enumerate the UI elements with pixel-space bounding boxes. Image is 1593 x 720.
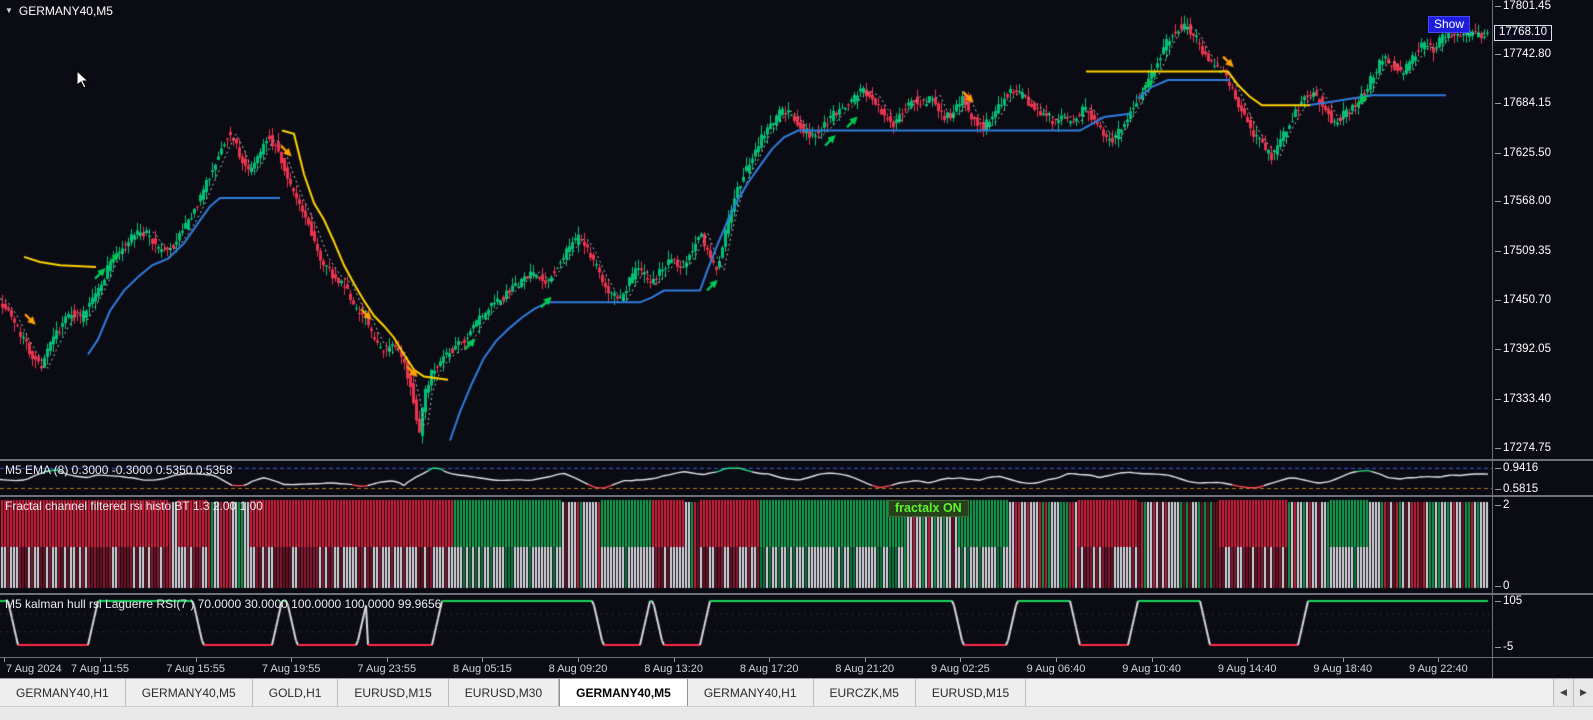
price-scale-label: 17509.35	[1495, 244, 1551, 257]
tab-scroll-left-icon[interactable]: ◀	[1553, 679, 1573, 706]
time-axis-tick	[1438, 658, 1440, 662]
indicator-scale-label: 105	[1494, 595, 1523, 607]
chart-tab[interactable]: GERMANY40,H1	[687, 679, 814, 706]
panel-resize-handle[interactable]	[0, 495, 1593, 497]
fractal-panel-area: Fractal channel filtered rsi histo BT 1.…	[0, 497, 1492, 593]
laguerre-panel-label: M5 kalman hull rsi Laguerre RSI(7 ) 70.0…	[5, 597, 442, 611]
time-axis-tick	[482, 658, 484, 662]
time-axis-label: 8 Aug 13:20	[644, 663, 703, 675]
symbol-label: ▼ GERMANY40,M5	[5, 4, 113, 18]
time-axis-tick	[769, 658, 771, 662]
time-axis-label: 9 Aug 02:25	[931, 663, 990, 675]
time-axis-label: 9 Aug 06:40	[1026, 663, 1086, 675]
price-scale-label: 17625.50	[1495, 146, 1551, 159]
laguerre-panel-area: M5 kalman hull rsi Laguerre RSI(7 ) 70.0…	[0, 595, 1492, 657]
fractal-panel-canvas[interactable]	[0, 497, 1492, 593]
chart-tab-active[interactable]: GERMANY40,M5	[559, 679, 688, 706]
time-axis-label: 9 Aug 10:40	[1122, 663, 1181, 675]
time-axis-tick	[864, 658, 866, 662]
tab-scroll-right-icon[interactable]: ▶	[1573, 679, 1593, 706]
time-axis[interactable]: 7 Aug 2024 7 Aug 11:55 7 Aug 15:55 7 Aug 19…	[0, 658, 1492, 678]
time-axis-label: 9 Aug 18:40	[1313, 663, 1373, 675]
time-axis-tick	[195, 658, 197, 662]
ema-panel-canvas[interactable]	[0, 461, 1492, 495]
time-axis-label: 7 Aug 2024	[6, 663, 62, 675]
chart-tab[interactable]: GERMANY40,M5	[125, 679, 253, 706]
chart-tab[interactable]: GOLD,H1	[252, 679, 339, 706]
indicator-scale-label: 0.5815	[1494, 483, 1539, 495]
price-scale-label: 17450.70	[1495, 294, 1551, 307]
time-axis-label: 8 Aug 17:20	[739, 663, 799, 675]
time-axis-tick	[4, 658, 5, 662]
chart-tab[interactable]: GERMANY40,H1	[0, 679, 126, 706]
indicator-scale-label: -5	[1494, 641, 1514, 653]
time-axis-tick	[386, 658, 388, 662]
ema-panel-scale: 0.9416 0.5815	[1492, 461, 1593, 495]
time-axis-tick	[1342, 658, 1344, 662]
panel-resize-handle[interactable]	[0, 459, 1593, 461]
price-scale-label: 17333.40	[1495, 392, 1551, 405]
time-axis-label: 7 Aug 15:55	[166, 663, 225, 675]
time-axis-tick	[673, 658, 675, 662]
ema-panel-row: M5 EMA (8) 0.3000 -0.3000 0.5350 0.5358 …	[0, 461, 1593, 495]
time-axis-label: 8 Aug 21:20	[835, 663, 895, 675]
time-axis-label: 7 Aug 11:55	[71, 663, 129, 675]
main-chart-area: ▼ GERMANY40,M5 Show	[0, 0, 1492, 459]
chart-tab[interactable]: EURUSD,M15	[338, 679, 449, 706]
time-axis-tick	[1247, 658, 1249, 662]
fractalx-status-badge: fractalx ON	[888, 500, 969, 517]
price-scale-label: 17742.80	[1495, 48, 1551, 61]
tab-scroll-controls: ◀ ▶	[1553, 679, 1593, 706]
panel-resize-handle[interactable]	[0, 593, 1593, 595]
symbol-label-text: GERMANY40,M5	[18, 4, 113, 18]
time-axis-tick	[291, 658, 293, 662]
indicator-scale-label: 0	[1494, 580, 1510, 592]
current-price-label: 17768.10	[1494, 24, 1552, 41]
laguerre-panel-canvas[interactable]	[0, 595, 1492, 657]
time-axis-label: 7 Aug 19:55	[261, 663, 321, 675]
chart-tab[interactable]: EURUSD,M30	[448, 679, 560, 706]
time-axis-tick	[578, 658, 579, 662]
time-axis-tick	[1056, 658, 1057, 662]
price-scale-label: 17568.00	[1495, 195, 1551, 208]
fractal-panel-label: Fractal channel filtered rsi histo BT 1.…	[5, 499, 263, 513]
show-button[interactable]: Show	[1427, 16, 1470, 33]
main-price-scale: 17801.45 17742.80 17684.15 17625.50 17568.00…	[1492, 0, 1593, 459]
ema-panel-area: M5 EMA (8) 0.3000 -0.3000 0.5350 0.5358	[0, 461, 1492, 495]
price-scale-label: 17801.45	[1495, 0, 1551, 12]
indicator-scale-label: 2	[1494, 499, 1510, 511]
time-axis-tick	[960, 658, 962, 662]
chart-tab[interactable]: EURCZK,M5	[813, 679, 916, 706]
price-scale-label: 17274.75	[1495, 442, 1551, 455]
fractal-panel-row: Fractal channel filtered rsi histo BT 1.…	[0, 497, 1593, 593]
symbol-dropdown-icon: ▼	[5, 6, 13, 15]
price-scale-label: 17684.15	[1495, 97, 1551, 110]
time-axis-label: 8 Aug 05:15	[453, 663, 512, 675]
price-scale-label: 17392.05	[1495, 343, 1551, 356]
time-axis-row: 7 Aug 2024 7 Aug 11:55 7 Aug 15:55 7 Aug 19…	[0, 657, 1593, 678]
chart-tab-bar: GERMANY40,H1 GERMANY40,M5 GOLD,H1 EURUSD,M1…	[0, 678, 1593, 706]
laguerre-panel-row: M5 kalman hull rsi Laguerre RSI(7 ) 70.0…	[0, 595, 1593, 657]
main-chart-row: ▼ GERMANY40,M5 Show 17801.45 17742.80 1768…	[0, 0, 1593, 459]
indicator-scale-label: 0.9416	[1494, 462, 1539, 474]
time-axis-label: 9 Aug 22:40	[1409, 663, 1468, 675]
ema-panel-label: M5 EMA (8) 0.3000 -0.3000 0.5350 0.5358	[5, 463, 233, 477]
time-axis-tick	[1151, 658, 1153, 662]
laguerre-panel-scale: 105 -5	[1492, 595, 1593, 657]
chart-tab[interactable]: EURUSD,M15	[915, 679, 1027, 706]
time-axis-corner	[1492, 658, 1593, 678]
time-axis-label: 7 Aug 23:55	[357, 663, 417, 675]
time-axis-label: 9 Aug 14:40	[1217, 663, 1277, 675]
time-axis-label: 8 Aug 09:20	[548, 663, 608, 675]
window-bottom-edge	[0, 706, 1593, 720]
time-axis-tick	[100, 658, 101, 662]
main-chart-canvas[interactable]	[0, 0, 1492, 459]
